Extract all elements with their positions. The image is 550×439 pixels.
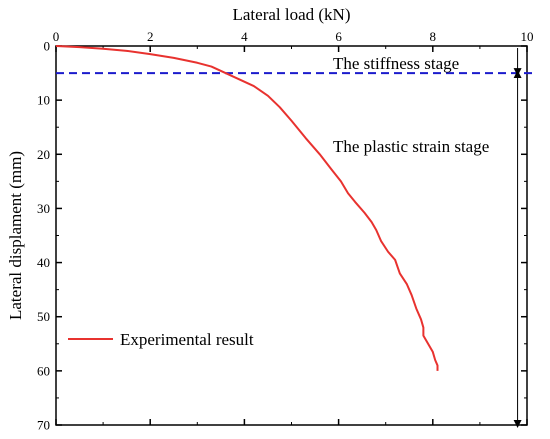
x-tick-label: 0 [53, 29, 60, 44]
y-tick-label: 40 [37, 255, 50, 270]
x-axis-title: Lateral load (kN) [233, 5, 351, 24]
legend: Experimental result [68, 330, 254, 349]
y-axis-title: Lateral displament (mm) [6, 151, 25, 320]
x-tick-label: 6 [335, 29, 342, 44]
y-tick-label: 10 [37, 93, 50, 108]
y-tick-label: 20 [37, 147, 50, 162]
y-axis-ticks: 0 10 20 30 40 50 60 70 [37, 39, 527, 433]
series-line [55, 45, 439, 371]
y-tick-label: 50 [37, 309, 50, 324]
x-tick-label: 4 [241, 29, 248, 44]
x-tick-label: 10 [521, 29, 534, 44]
y-tick-label: 0 [44, 39, 51, 54]
y-tick-label: 70 [37, 418, 50, 433]
y-tick-label: 30 [37, 201, 50, 216]
x-tick-label: 8 [430, 29, 437, 44]
plastic-stage-label: The plastic strain stage [333, 137, 489, 156]
series-group [55, 45, 439, 371]
stiffness-stage-label: The stiffness stage [333, 54, 459, 73]
y-tick-label: 60 [37, 363, 50, 378]
x-axis-ticks: 0 2 4 6 8 10 [53, 29, 534, 425]
x-tick-label: 2 [147, 29, 154, 44]
legend-label: Experimental result [120, 330, 254, 349]
plot-frame [55, 45, 528, 426]
